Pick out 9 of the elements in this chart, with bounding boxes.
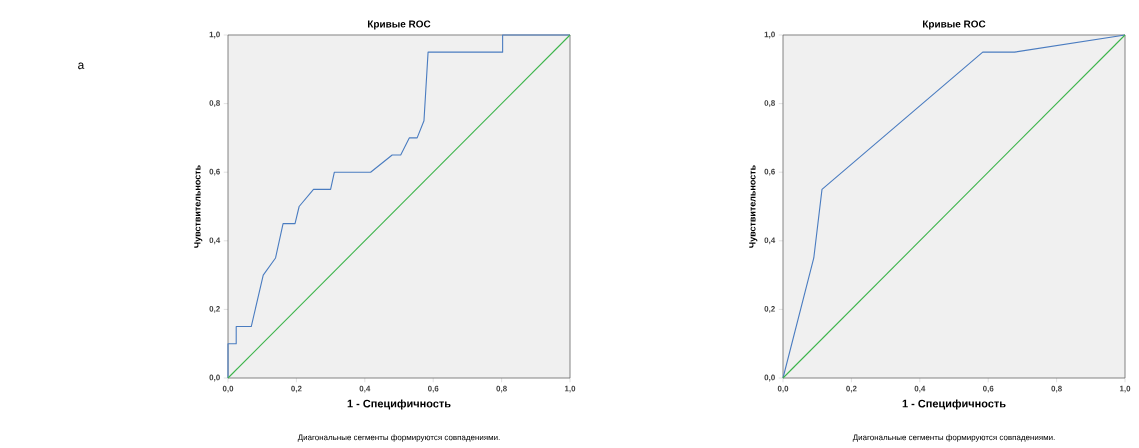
chart-title: Кривые ROC (367, 20, 431, 30)
x-axis-title: 1 - Специфичность (902, 399, 1006, 410)
y-axis-title: Чувствительность (194, 165, 203, 248)
line-series (782, 34, 1126, 379)
text: a (78, 62, 85, 70)
y-axis-title: Чувствительность (749, 165, 758, 248)
line-series (227, 34, 571, 379)
chart-title: Кривые ROC (923, 20, 986, 30)
x-axis-title: 1 - Специфичность (347, 399, 451, 410)
